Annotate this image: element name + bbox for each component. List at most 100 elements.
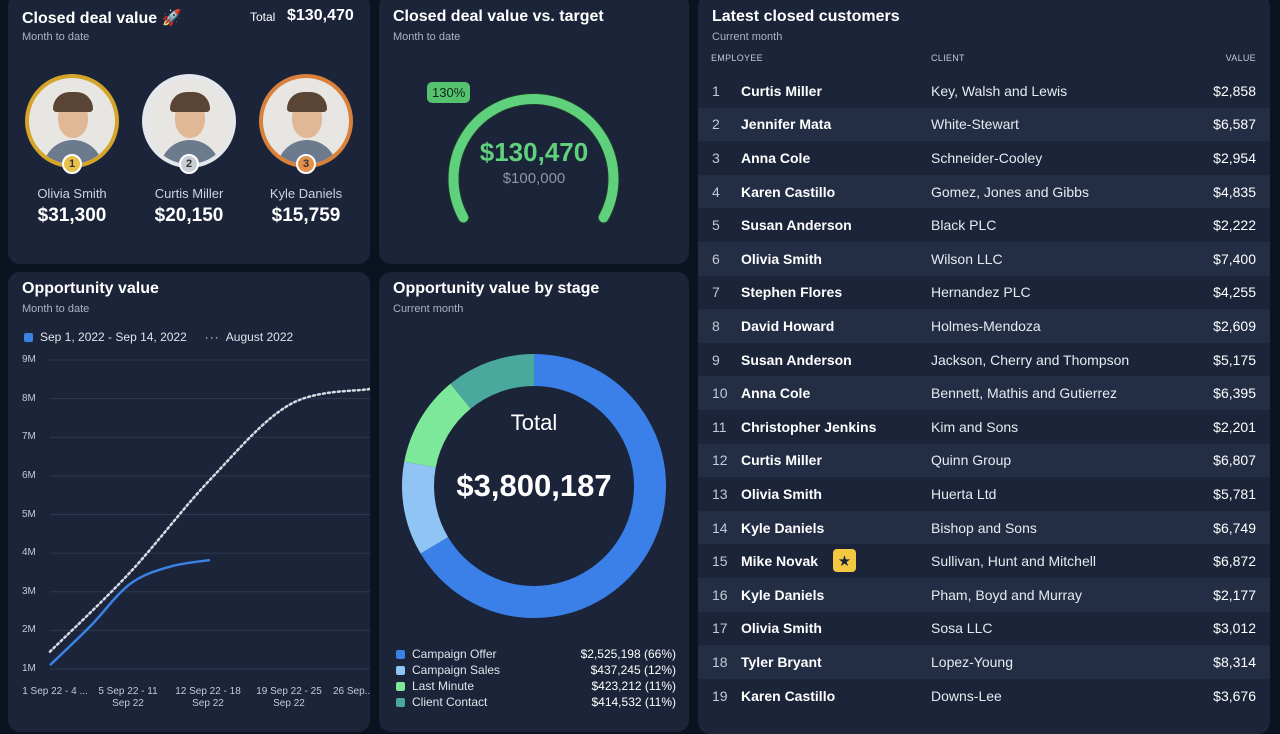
header-value[interactable]: VALUE — [1225, 53, 1256, 63]
avatar-hair — [53, 92, 93, 112]
y-tick-label: 4M — [22, 547, 36, 559]
rank-medal: 2 — [179, 154, 199, 174]
legend-label: Last Minute — [412, 679, 475, 693]
avatar — [142, 74, 236, 168]
closed-deal-value-panel: Closed deal value 🚀 Month to date Total … — [8, 0, 370, 264]
legend-swatch — [396, 649, 405, 659]
table-row[interactable]: 6 Olivia Smith Wilson LLC $7,400 — [698, 242, 1270, 276]
x-tick-label: 19 Sep 22 - 25 Sep 22 — [256, 686, 322, 709]
stage-donut-chart — [402, 354, 666, 618]
table-row[interactable]: 18 Tyler Bryant Lopez-Young $8,314 — [698, 645, 1270, 679]
header-client[interactable]: CLIENT — [931, 53, 965, 63]
table-row[interactable]: 12 Curtis Miller Quinn Group $6,807 — [698, 443, 1270, 478]
row-employee: Curtis Miller — [741, 82, 822, 99]
employee-value: $15,759 — [271, 205, 341, 226]
series-line-0 — [49, 558, 211, 667]
row-value: $6,872 — [1213, 553, 1256, 570]
x-tick-label: 26 Sep... — [332, 686, 370, 697]
row-employee: Stephen Flores — [741, 284, 843, 301]
table-row[interactable]: 14 Kyle Daniels Bishop and Sons $6,749 — [698, 510, 1270, 545]
rank-medal: 1 — [62, 154, 82, 174]
panel-title: Opportunity value — [22, 280, 159, 297]
row-value: $6,587 — [1213, 116, 1256, 133]
panel-title: Latest closed customers — [712, 8, 900, 25]
legend-value: $414,532 (11%) — [591, 695, 676, 709]
panel-title: Closed deal value 🚀 — [22, 10, 182, 27]
opportunity-value-panel: Opportunity value Month to date Sep 1, 2… — [8, 272, 370, 732]
table-row[interactable]: 13 Olivia Smith Huerta Ltd $5,781 — [698, 477, 1270, 511]
table-row[interactable]: 5 Susan Anderson Black PLC $2,222 — [698, 208, 1270, 242]
table-row[interactable]: 11 Christopher Jenkins Kim and Sons $2,201 — [698, 410, 1270, 444]
y-tick-label: 1M — [22, 663, 36, 674]
row-value: $3,012 — [1213, 620, 1256, 637]
row-employee: Tyler Bryant — [741, 653, 822, 670]
row-number: 7 — [712, 284, 720, 301]
x-tick-label: 12 Sep 22 - 18 Sep 22 — [175, 686, 241, 709]
row-value: $2,177 — [1213, 586, 1256, 603]
row-number: 11 — [712, 418, 727, 435]
legend-previous[interactable]: August 2022 — [225, 330, 294, 344]
row-client: Kim and Sons — [931, 418, 1019, 435]
row-employee: Mike Novak — [741, 553, 819, 570]
row-value: $2,858 — [1213, 82, 1256, 99]
legend-current[interactable]: Sep 1, 2022 - Sep 14, 2022 — [40, 330, 187, 344]
avatar-hair — [287, 92, 327, 112]
row-employee: Anna Cole — [741, 149, 811, 166]
y-tick-label: 5M — [22, 508, 36, 520]
table-row[interactable]: 8 David Howard Holmes-Mendoza $2,609 — [698, 309, 1270, 343]
legend-value: $2,525,198 (66%) — [580, 647, 676, 661]
rank-medal: 3 — [296, 154, 316, 174]
row-number: 19 — [712, 687, 728, 704]
row-employee: Olivia Smith — [741, 620, 822, 637]
table-row[interactable]: 19 Karen Castillo Downs-Lee $3,676 — [698, 679, 1270, 713]
x-tick-label: 1 Sep 22 - 4 ... — [22, 686, 88, 697]
table-row[interactable]: 17 Olivia Smith Sosa LLC $3,012 — [698, 612, 1270, 646]
row-client: Hernandez PLC — [931, 284, 1031, 301]
x-tick-label: 5 Sep 22 - 11 Sep 22 — [98, 686, 158, 709]
table-row[interactable]: 9 Susan Anderson Jackson, Cherry and Thomp… — [698, 343, 1270, 377]
table-row[interactable]: 16 Kyle Daniels Pham, Boyd and Murray $2,17… — [698, 578, 1270, 612]
row-number: 17 — [712, 620, 728, 637]
table-row[interactable]: 15 Mike Novak Sullivan, Hunt and Mitchell $… — [698, 544, 1270, 578]
row-number: 10 — [712, 385, 728, 402]
table-row[interactable]: 1 Curtis Miller Key, Walsh and Lewis $2,858 — [698, 74, 1270, 108]
header-employee[interactable]: EMPLOYEE — [711, 53, 763, 63]
row-client: Huerta Ltd — [931, 485, 997, 502]
table-row[interactable]: 7 Stephen Flores Hernandez PLC $4,255 — [698, 276, 1270, 310]
row-value: $2,954 — [1213, 149, 1256, 166]
legend-label: Campaign Offer — [412, 647, 497, 661]
row-employee: Olivia Smith — [741, 485, 822, 502]
y-tick-label: 8M — [22, 392, 36, 404]
table-row[interactable]: 10 Anna Cole Bennett, Mathis and Gutierrez… — [698, 376, 1270, 410]
donut-slice-1 — [402, 461, 449, 554]
chart-legend: Sep 1, 2022 - Sep 14, 2022 ··· August 20… — [24, 330, 293, 344]
row-client: Quinn Group — [931, 452, 1012, 469]
table-row[interactable]: 4 Karen Castillo Gomez, Jones and Gibbs $4,… — [698, 174, 1270, 209]
panel-title: Closed deal value vs. target — [393, 8, 604, 25]
table-row[interactable]: 3 Anna Cole Schneider-Cooley $2,954 — [698, 141, 1270, 175]
legend-item[interactable]: Campaign Offer $2,525,198 (66%) — [396, 647, 676, 661]
row-client: Black PLC — [931, 217, 997, 234]
row-client: Pham, Boyd and Murray — [931, 586, 1082, 603]
row-number: 1 — [712, 82, 720, 99]
donut-slice-0 — [420, 354, 666, 618]
row-employee: Christopher Jenkins — [741, 418, 877, 435]
legend-label: Client Contact — [412, 695, 488, 709]
row-employee: Susan Anderson — [741, 351, 852, 368]
row-value: $8,314 — [1213, 653, 1256, 670]
y-tick-label: 7M — [22, 431, 36, 443]
gauge-target: $100,000 — [502, 170, 566, 187]
row-number: 13 — [712, 485, 728, 502]
row-employee: Jennifer Mata — [741, 116, 832, 133]
row-value: $7,400 — [1213, 250, 1256, 267]
legend-item[interactable]: Campaign Sales $437,245 (12%) — [396, 663, 676, 677]
row-client: Gomez, Jones and Gibbs — [931, 183, 1089, 200]
row-employee: Anna Cole — [741, 385, 811, 402]
legend-item[interactable]: Client Contact $414,532 (11%) — [396, 695, 676, 709]
legend-swatch — [396, 697, 405, 707]
row-client: Jackson, Cherry and Thompson — [931, 351, 1130, 368]
legend-item[interactable]: Last Minute $423,212 (11%) — [396, 679, 676, 693]
y-tick-label: 2M — [22, 624, 36, 636]
table-row[interactable]: 2 Jennifer Mata White-Stewart $6,587 — [698, 107, 1270, 142]
donut-center-value: $3,800,187 — [456, 468, 612, 503]
